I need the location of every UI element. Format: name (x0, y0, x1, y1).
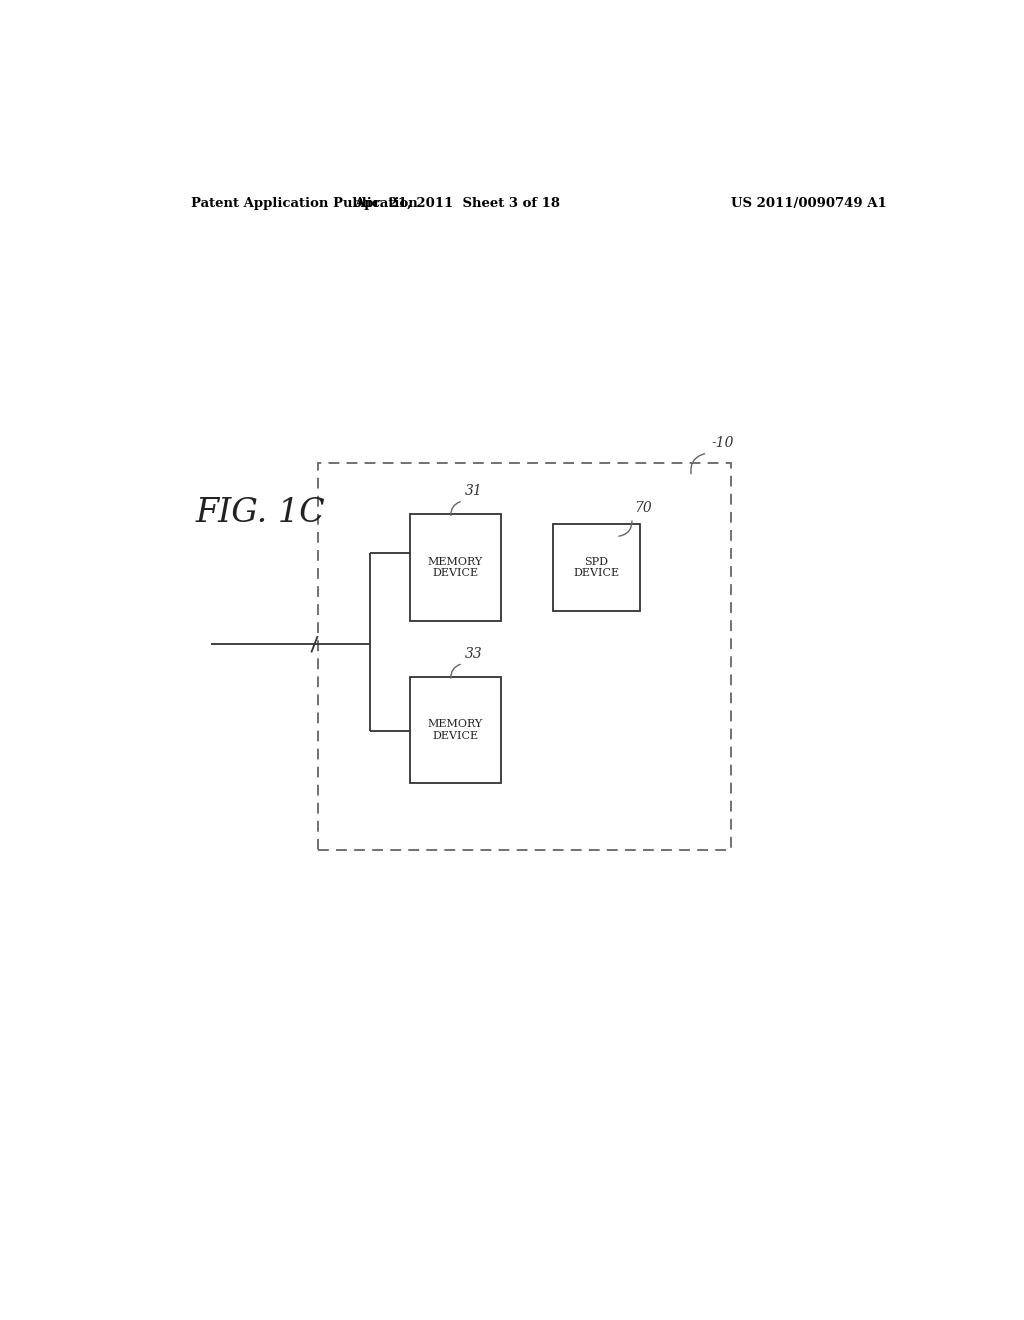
Text: Patent Application Publication: Patent Application Publication (191, 197, 418, 210)
Bar (318, 463, 731, 850)
Text: US 2011/0090749 A1: US 2011/0090749 A1 (731, 197, 887, 210)
Bar (553, 524, 640, 611)
Text: FIG. 1C: FIG. 1C (196, 498, 325, 529)
Bar (410, 677, 501, 784)
Text: SPD
DEVICE: SPD DEVICE (573, 557, 620, 578)
Text: MEMORY
DEVICE: MEMORY DEVICE (428, 557, 483, 578)
Text: 33: 33 (465, 647, 483, 660)
Text: 70: 70 (634, 502, 652, 515)
Bar (410, 515, 501, 620)
Text: MEMORY
DEVICE: MEMORY DEVICE (428, 719, 483, 741)
Text: -10: -10 (712, 436, 734, 450)
Text: Apr. 21, 2011  Sheet 3 of 18: Apr. 21, 2011 Sheet 3 of 18 (354, 197, 560, 210)
Text: 31: 31 (465, 484, 483, 498)
